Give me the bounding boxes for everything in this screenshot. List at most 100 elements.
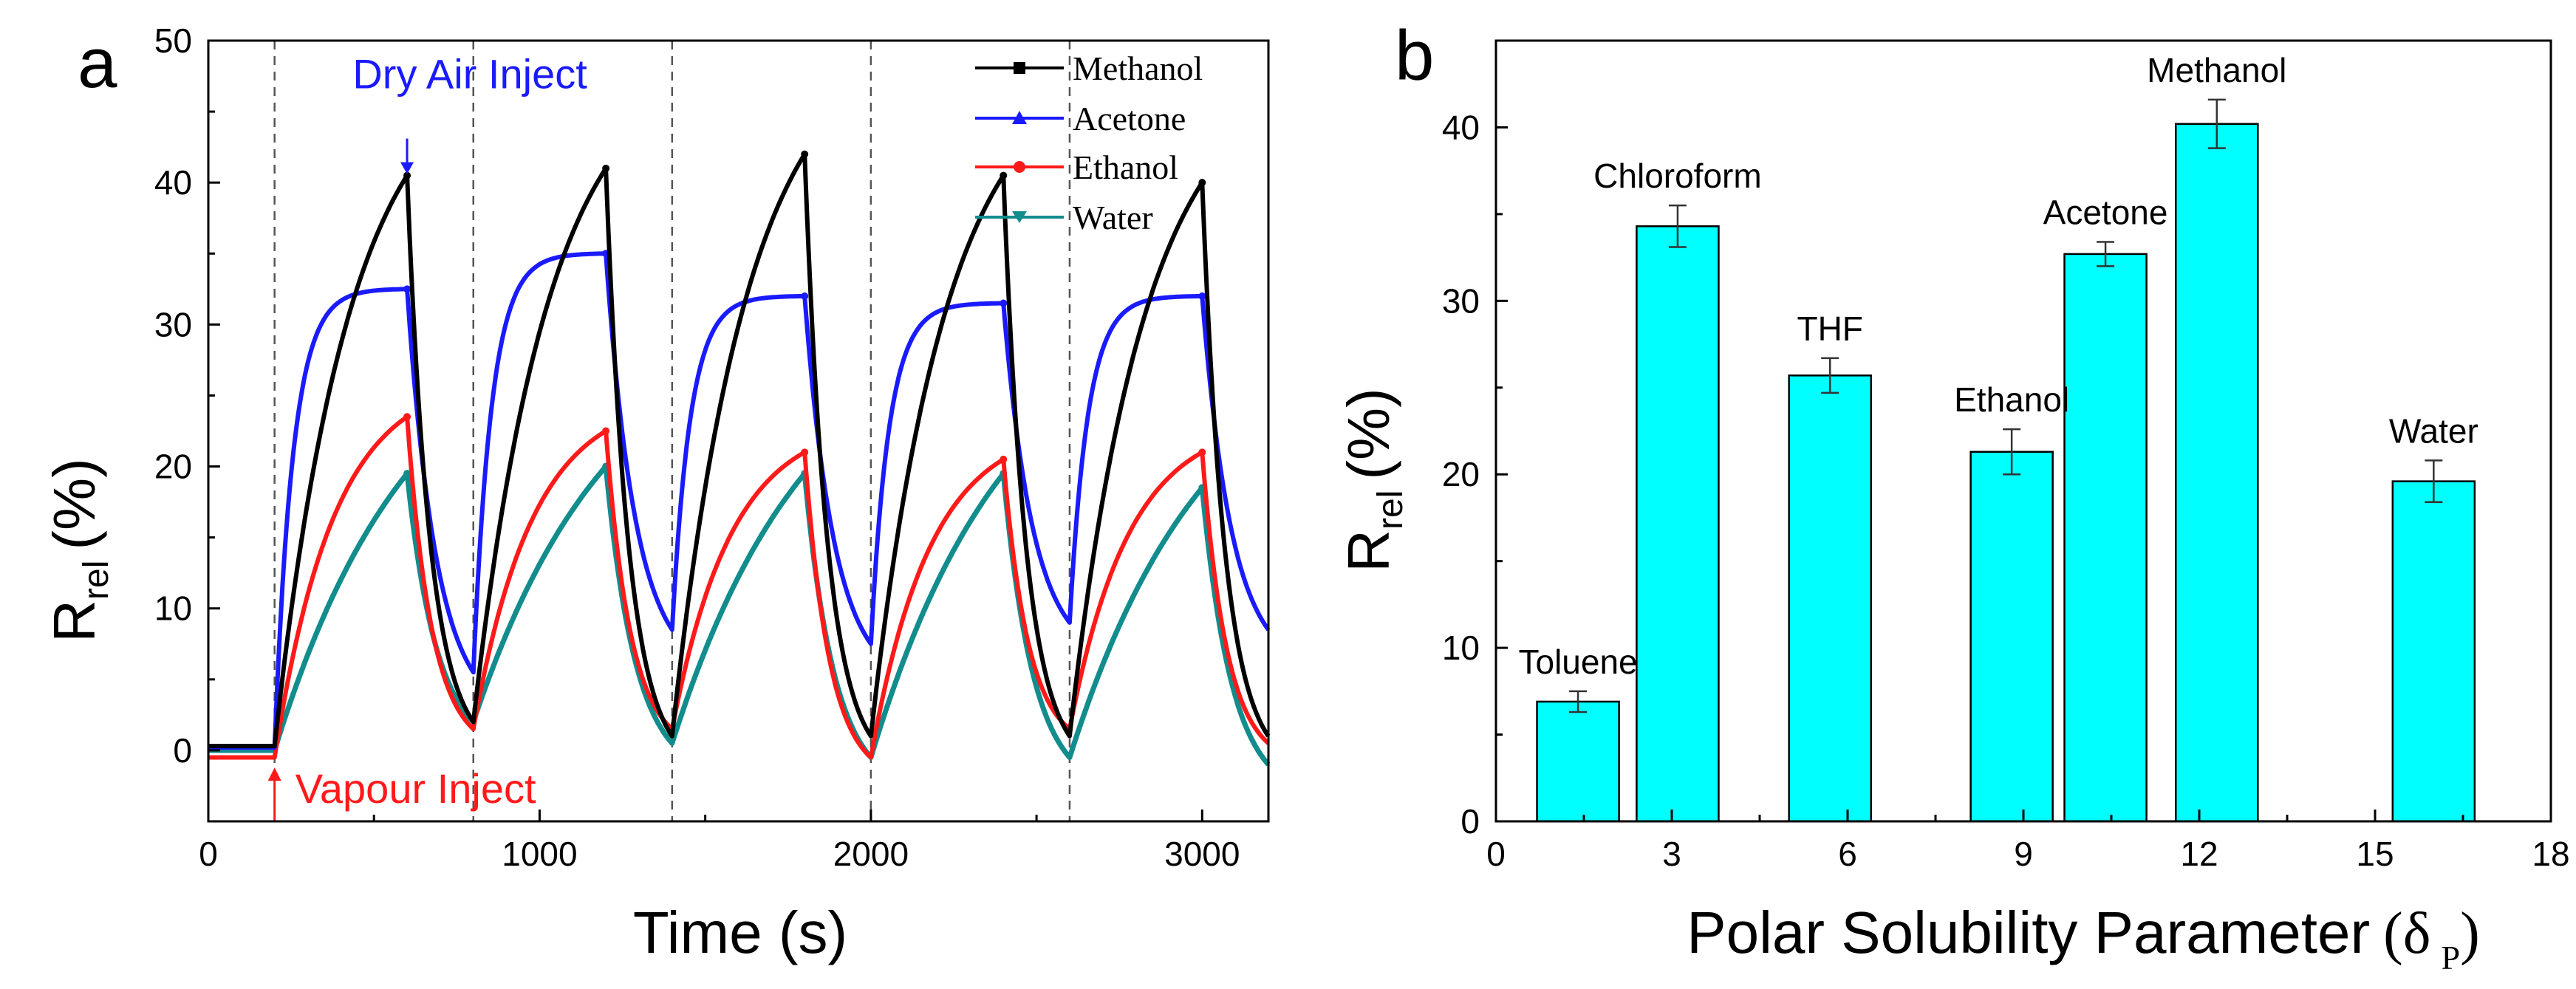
b-x-tick-label: 9 [2014,835,2033,873]
y-tick-label: 40 [154,163,192,202]
panel-a-y-axis-title: Rrel (%) [41,458,116,643]
x-tick-label: 3000 [1164,835,1240,873]
bar-label-thf: THF [1797,309,1862,348]
peak-marker-ethanol [1000,455,1008,463]
bar-chloroform [1636,225,1720,823]
panel-a-line-chart: a Dry Air Inject Vapour Inject Methanol [41,21,1271,965]
b-x-title-sub: P [2441,939,2460,976]
peak-marker-ethanol [602,427,610,435]
y-tick-label: 20 [154,448,192,486]
panel-a-letter: a [78,24,117,103]
bar-label-ethanol: Ethanol [1954,380,2069,419]
peak-marker-methanol [1198,179,1206,187]
dry-air-arrowhead [400,162,414,174]
x-tick-label: 1000 [502,835,577,873]
b-y-title-main: R [1336,530,1401,572]
peak-marker-acetone [1198,292,1206,300]
peak-marker-ethanol [403,413,411,421]
peak-marker-ethanol [801,448,809,456]
legend-item-methanol: Methanol [975,49,1203,87]
b-y-tick-label: 10 [1442,629,1480,667]
series-line-water [208,464,1271,767]
b-x-tick-label: 15 [2356,835,2394,873]
b-y-tick-label: 40 [1442,108,1480,146]
bars [1536,98,2476,823]
bar-label-water: Water [2389,411,2478,450]
panel-a-axis-ticks: 0 1000 2000 3000 0 10 20 30 40 50 [154,21,1240,873]
b-x-title-text: Polar Solubility Parameter [1687,900,2370,965]
y-tick-label: 10 [154,589,192,628]
legend-item-ethanol: Ethanol [975,148,1178,186]
peak-marker-methanol [602,164,610,172]
peak-marker-ethanol [1198,448,1206,456]
b-y-tick-label: 30 [1442,281,1480,320]
x-tick-label: 2000 [833,835,909,873]
panel-b-x-axis-title: Polar Solubility Parameter (δ P) [1687,900,2479,976]
svg-text:Rrel(%): Rrel (%) [1336,388,1410,572]
peak-marker-acetone [1000,299,1008,307]
bar-label-acetone: Acetone [2043,193,2168,231]
legend-item-water: Water [975,199,1153,236]
dry-air-annotation: Dry Air Inject [352,51,587,174]
bar-label-chloroform: Chloroform [1593,157,1762,195]
legend-marker-acetone [1012,111,1027,124]
bar-methanol [2175,123,2259,823]
legend-marker-methanol [1014,62,1025,74]
vapour-annotation: Vapour Inject [267,765,536,821]
peak-marker-acetone [801,292,809,300]
peak-marker-water [403,470,411,478]
bar-toluene [1536,700,1620,823]
y-title-unit: (%) [41,458,107,550]
peak-marker-methanol [801,150,809,158]
b-x-tick-label: 18 [2532,835,2569,873]
peak-marker-acetone [403,285,411,293]
legend-item-acetone: Acetone [975,100,1186,137]
legend: Methanol Acetone Ethanol Water [975,49,1203,236]
panel-b-y-axis-title: Rrel (%) [1336,388,1410,572]
legend-label-methanol: Methanol [1073,49,1203,87]
series-line-methanol [208,151,1271,749]
b-x-tick-label: 0 [1486,835,1506,873]
bar-thf [1788,374,1872,823]
b-x-tick-label: 3 [1662,835,1681,873]
dry-air-inject-label: Dry Air Inject [352,51,587,97]
panel-a-x-axis-title: Time (s) [633,900,847,965]
b-x-title-symbol: δ [2403,901,2431,966]
panel-b-bar-chart: b Toluene Chloroform THF Ethanol Acetone Meth… [1336,16,2570,976]
injection-time-markers [273,41,1071,821]
vapour-arrowhead [267,767,281,781]
bar-label-toluene: Toluene [1518,643,1637,681]
panel-b-axis-ticks: 0 3 6 9 12 15 18 0 10 20 30 40 [1442,108,2570,873]
bar-ethanol [1969,451,2054,823]
panel-a-plot-frame [207,39,1270,823]
x-tick-label: 0 [199,835,218,873]
legend-marker-ethanol [1014,161,1025,173]
bar-water [2391,480,2476,823]
y-tick-label: 30 [154,305,192,343]
y-title-sub: rel [77,561,116,600]
peak-marker-methanol [403,171,411,179]
peak-marker-methanol [1000,171,1008,179]
legend-label-acetone: Acetone [1073,100,1186,137]
bar-acetone [2063,253,2148,823]
b-x-tick-label: 6 [1838,835,1857,873]
b-x-tick-label: 12 [2180,835,2218,873]
vapour-inject-label: Vapour Inject [295,765,536,812]
y-tick-label: 0 [173,731,192,770]
bar-labels: Toluene Chloroform THF Ethanol Acetone Methan… [1518,51,2478,681]
b-y-tick-label: 0 [1460,802,1480,841]
b-y-title-sub: rel [1371,490,1410,530]
legend-marker-water [1012,211,1027,223]
y-tick-label: 50 [154,21,192,60]
series-line-ethanol [208,414,1270,760]
svg-text:Rrel(%): Rrel (%) [41,458,116,643]
series-line-acetone [208,251,1271,750]
legend-label-ethanol: Ethanol [1073,148,1178,186]
legend-label-water: Water [1073,199,1153,236]
y-title-main: R [41,600,107,643]
sensor-response-series [208,150,1271,767]
b-y-title-unit: (%) [1336,388,1401,479]
panel-b-letter: b [1395,16,1434,95]
b-y-tick-label: 20 [1442,455,1480,493]
